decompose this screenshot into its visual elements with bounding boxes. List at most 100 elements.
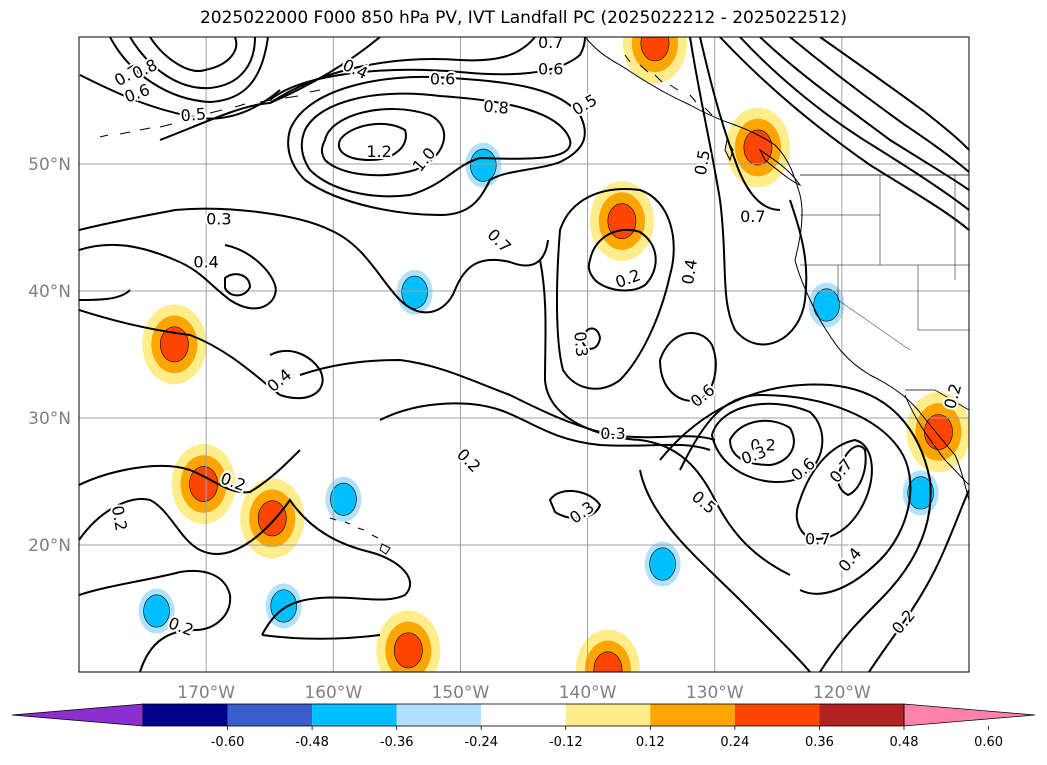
north-america-coast bbox=[584, 37, 969, 501]
contour-label: 0.7 bbox=[740, 207, 765, 226]
positive-pv-anomaly bbox=[906, 391, 969, 472]
contour-0-2-se-small bbox=[728, 419, 795, 467]
contour-0-7-se bbox=[837, 445, 867, 497]
colorbar-swatch bbox=[481, 704, 566, 726]
contour-nw-0-7 bbox=[129, 37, 256, 90]
contour-0-2-south-edge bbox=[261, 634, 381, 640]
lon-tick-label: 160°W bbox=[304, 683, 362, 703]
negative-pv-anomaly bbox=[644, 541, 681, 587]
axis-tick-labels: 170°W 160°W 150°W 140°W 130°W 120°W 50°N 40°N 30… bbox=[28, 155, 871, 703]
alaska-panhandle-islands bbox=[624, 54, 713, 116]
contour-label: 0.8 bbox=[483, 97, 510, 118]
contour-label: 0.3 bbox=[600, 424, 625, 443]
contour-0-7-east bbox=[699, 37, 781, 211]
pv-shading-layer bbox=[138, 37, 969, 672]
lon-tick-label: 120°W bbox=[813, 683, 871, 703]
hawaii-islands bbox=[329, 517, 391, 555]
baja-california-coast bbox=[904, 394, 969, 486]
lat-tick-label: 50°N bbox=[28, 155, 71, 175]
contour-0-3-nw-small bbox=[79, 289, 131, 301]
political-borders bbox=[800, 174, 969, 411]
contour-0-3-west bbox=[79, 207, 549, 314]
colorbar-swatch bbox=[734, 704, 820, 726]
contour-0-7-far-east bbox=[739, 37, 969, 211]
contour-1-2 bbox=[337, 122, 407, 162]
contour-0-3-se bbox=[710, 402, 824, 483]
positive-pv-anomaly bbox=[171, 444, 236, 525]
positive-pv-anomaly bbox=[725, 107, 790, 188]
contour-0-3-small bbox=[580, 327, 602, 350]
contour-0-5-east bbox=[689, 37, 808, 346]
contour-0-3-central bbox=[299, 358, 716, 441]
contour-0-6-se bbox=[795, 438, 873, 540]
contour-0-8-far-east bbox=[759, 37, 969, 191]
contour-0-4-north bbox=[159, 37, 381, 141]
contour-label: 0.7 bbox=[805, 529, 830, 548]
contour-label: 0.5 bbox=[180, 104, 207, 125]
contour-0-2-east-loop bbox=[587, 228, 657, 292]
lat-tick-label: 40°N bbox=[28, 282, 71, 302]
contour-nw-0-8 bbox=[149, 37, 238, 72]
lon-tick-label: 140°W bbox=[559, 683, 617, 703]
contour-label: 0.4 bbox=[193, 253, 218, 272]
contour-0-2-far-se bbox=[868, 489, 969, 672]
contour-1-0 bbox=[321, 108, 446, 177]
colorbar-tick-label: -0.24 bbox=[464, 735, 498, 750]
contour-0-4-east-loop bbox=[555, 188, 675, 390]
positive-pv-anomaly bbox=[589, 181, 654, 262]
contour-0-8-central bbox=[300, 92, 572, 198]
map-panel bbox=[79, 37, 969, 672]
contour-0-2-sw-mid bbox=[79, 498, 412, 636]
colorbar-swatch bbox=[565, 704, 651, 726]
contour-label: 0.7 bbox=[538, 33, 563, 52]
positive-pv-anomaly bbox=[240, 478, 305, 559]
map-frame bbox=[78, 36, 970, 673]
contour-0-5-north bbox=[269, 37, 536, 104]
contour-0-6-far-east bbox=[719, 37, 969, 231]
colorbar-swatch bbox=[227, 704, 313, 726]
colorbar-tick-label: -0.48 bbox=[295, 735, 329, 750]
contour-nw-0-5 bbox=[79, 74, 281, 120]
contour-0-2-west bbox=[79, 309, 324, 400]
contour-0-2-sw-upper bbox=[79, 449, 301, 494]
colorbar-tick-label: 0.60 bbox=[974, 735, 1003, 750]
negative-pv-anomaly bbox=[396, 269, 433, 315]
contour-1-2-far-east bbox=[819, 37, 969, 151]
negative-pv-anomaly bbox=[465, 142, 502, 188]
colorbar-tick-label: 0.12 bbox=[636, 735, 665, 750]
negative-pv-anomaly bbox=[325, 476, 362, 522]
state-borders bbox=[800, 175, 969, 351]
positive-pv-anomaly bbox=[575, 629, 640, 672]
negative-pv-anomaly bbox=[138, 588, 175, 634]
contour-0-2-se-outer bbox=[639, 469, 811, 672]
colorbar-tick-label: -0.60 bbox=[211, 735, 245, 750]
colorbar-tick-label: -0.36 bbox=[380, 735, 414, 750]
ivt-contours bbox=[79, 37, 969, 672]
negative-pv-anomaly bbox=[808, 282, 845, 328]
colorbar: -0.60 -0.48 -0.36 -0.24 -0.12 0.12 0.24 0.36 0.4… bbox=[11, 703, 1036, 750]
colorbar-outline bbox=[142, 703, 905, 727]
colorbar-tick-label: 0.24 bbox=[720, 735, 749, 750]
colorbar-swatch bbox=[143, 704, 228, 726]
lon-tick-label: 130°W bbox=[686, 683, 744, 703]
map-title: 2025022000 F000 850 hPa PV, IVT Landfall… bbox=[199, 8, 847, 28]
contour-0-7-central bbox=[287, 75, 586, 217]
contour-0-4-west bbox=[79, 243, 277, 310]
colorbar-extend-high bbox=[903, 703, 1036, 727]
contour-label: 0.2 bbox=[750, 435, 775, 454]
contour-0-2-sw-lower bbox=[79, 569, 232, 672]
contour-0-4-small-loop bbox=[224, 273, 252, 297]
colorbar-tick-label: 0.48 bbox=[890, 735, 919, 750]
contour-0-6-north bbox=[269, 37, 586, 101]
lon-tick-label: 150°W bbox=[432, 683, 490, 703]
gridlines bbox=[79, 37, 969, 672]
contour-nw-0-6 bbox=[109, 37, 269, 104]
lat-tick-label: 20°N bbox=[28, 536, 71, 556]
vancouver-island bbox=[758, 148, 802, 187]
positive-pv-anomaly bbox=[622, 37, 687, 84]
positive-pv-anomaly bbox=[376, 610, 441, 672]
lat-tick-label: 30°N bbox=[28, 409, 71, 429]
contour-1-0-far-east bbox=[789, 37, 969, 173]
contour-0-5-pacific bbox=[539, 259, 791, 576]
colorbar-swatch bbox=[819, 704, 904, 726]
